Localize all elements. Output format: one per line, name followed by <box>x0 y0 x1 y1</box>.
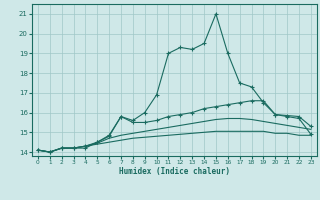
X-axis label: Humidex (Indice chaleur): Humidex (Indice chaleur) <box>119 167 230 176</box>
